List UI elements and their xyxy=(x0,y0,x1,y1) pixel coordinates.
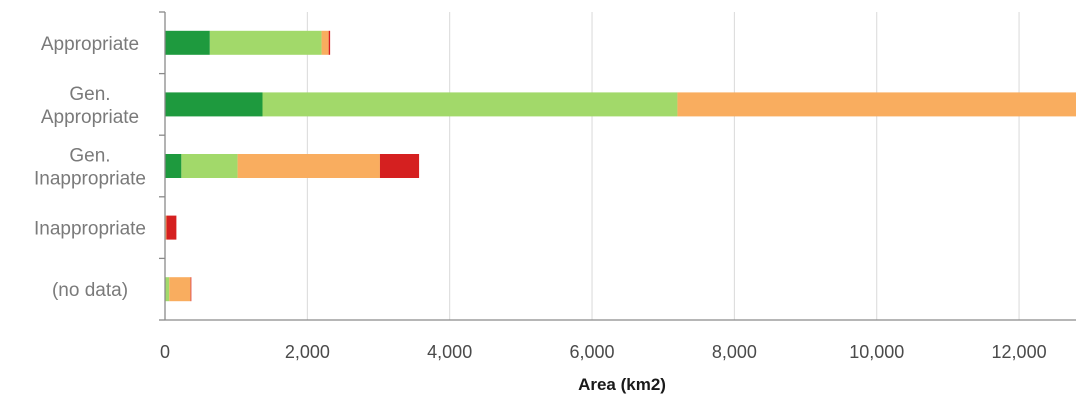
bar-segment xyxy=(181,154,238,178)
y-category-label: Gen. Inappropriate xyxy=(34,146,146,190)
gridlines xyxy=(306,12,1020,320)
bar-segment xyxy=(169,277,191,302)
bar-segment xyxy=(262,92,678,117)
bar-segment xyxy=(209,30,322,55)
bar-segment xyxy=(190,277,192,302)
x-tick-label: 2,000 xyxy=(285,342,330,362)
x-axis-title: Area (km2) xyxy=(578,375,666,394)
y-category-label: Inappropriate xyxy=(34,219,146,240)
y-category-label: (no data) xyxy=(52,280,128,301)
x-tick-label: 12,000 xyxy=(992,342,1047,362)
bar-segment xyxy=(379,154,420,178)
x-tick-label: 0 xyxy=(160,342,170,362)
bar-segment xyxy=(237,154,380,178)
labels: 0 2,000 4,000 6,000 8,000 10,000 12,000 Appropr… xyxy=(34,34,1047,362)
bar-segment xyxy=(321,30,329,55)
bar-segment xyxy=(165,215,167,240)
bar-segment xyxy=(677,92,1076,117)
y-category-label: Gen. Appropriate xyxy=(41,84,139,128)
bars xyxy=(165,30,1076,302)
bar-segment xyxy=(165,154,182,178)
bar-segment xyxy=(165,277,170,302)
x-tick-label: 6,000 xyxy=(570,342,615,362)
x-tick-label: 8,000 xyxy=(712,342,757,362)
bar-segment xyxy=(328,30,331,55)
bar-segment xyxy=(165,92,263,117)
x-tick-label: 4,000 xyxy=(427,342,472,362)
bar-segment xyxy=(165,30,210,55)
y-category-label: Appropriate xyxy=(41,34,139,55)
axes xyxy=(159,11,1076,321)
x-tick-label: 10,000 xyxy=(849,342,904,362)
bar-segment xyxy=(166,215,177,240)
